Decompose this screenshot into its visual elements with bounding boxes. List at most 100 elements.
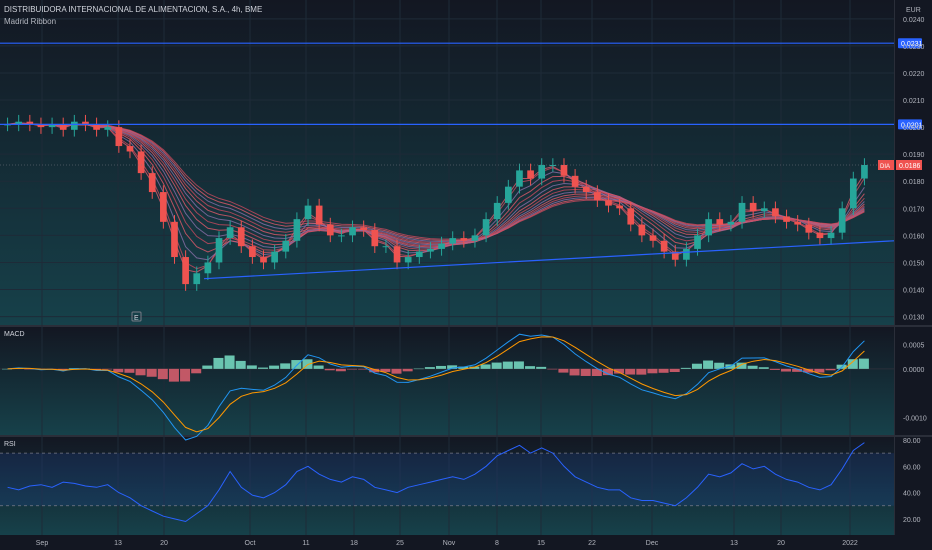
candle-body bbox=[126, 146, 134, 152]
macd-histogram-bar bbox=[747, 365, 758, 369]
macd-histogram-bar bbox=[847, 359, 858, 369]
candle-body bbox=[805, 224, 813, 233]
time-axis-label: 13 bbox=[114, 540, 122, 547]
candle-body bbox=[160, 192, 167, 222]
candle-body bbox=[438, 243, 445, 249]
candle-body bbox=[671, 251, 679, 260]
macd-histogram-bar bbox=[691, 363, 702, 369]
rsi-scale-label: 80.00 bbox=[903, 438, 921, 445]
macd-histogram-bar bbox=[124, 368, 135, 373]
candle-body bbox=[137, 151, 145, 174]
macd-histogram-bar bbox=[257, 367, 268, 369]
macd-histogram-bar bbox=[803, 368, 814, 373]
candle-body bbox=[393, 246, 401, 263]
compare-badge[interactable]: E bbox=[134, 315, 139, 322]
time-axis-label: 2022 bbox=[842, 540, 858, 547]
price-scale-label: 0.0150 bbox=[903, 260, 925, 267]
rsi-series bbox=[0, 442, 894, 523]
macd-histogram-bar bbox=[636, 368, 647, 375]
candles bbox=[4, 114, 868, 291]
horizontal-line-price-tag bbox=[898, 119, 922, 130]
price-pane[interactable] bbox=[0, 0, 894, 325]
macd-histogram-bar bbox=[580, 368, 591, 376]
candle-body bbox=[460, 238, 468, 241]
candle-body bbox=[560, 165, 568, 176]
time-axis-label: 8 bbox=[495, 540, 499, 547]
candle-body bbox=[282, 240, 290, 252]
price-scale-label: 0.0180 bbox=[903, 179, 925, 186]
candle-body bbox=[59, 124, 67, 130]
macd-histogram-bar bbox=[157, 368, 168, 380]
candle-body bbox=[48, 124, 56, 128]
price-scale-label: 0.0230 bbox=[903, 44, 925, 51]
candle-body bbox=[827, 232, 835, 239]
candle-body bbox=[249, 246, 256, 258]
candle-body bbox=[293, 219, 301, 241]
pane-divider[interactable] bbox=[0, 325, 932, 327]
macd-histogram-bar bbox=[235, 360, 246, 369]
macd-histogram-bar bbox=[302, 359, 313, 369]
macd-histogram-bar bbox=[246, 365, 257, 369]
macd-pane[interactable] bbox=[0, 327, 894, 435]
macd-scale-label: 0.0005 bbox=[903, 343, 925, 350]
macd-histogram-bar bbox=[792, 368, 803, 372]
time-axis-label: Dec bbox=[646, 540, 659, 547]
macd-title[interactable]: MACD bbox=[4, 331, 25, 338]
macd-histogram-bar bbox=[424, 367, 435, 369]
time-axis-label: 25 bbox=[396, 540, 404, 547]
indicator-legend[interactable]: Madrid Ribbon bbox=[4, 17, 56, 26]
macd-histogram-bar bbox=[547, 368, 558, 370]
candle-body bbox=[861, 165, 868, 179]
candle-body bbox=[193, 273, 201, 285]
candle-body bbox=[315, 205, 323, 225]
axis-scales: 0.0240 0.0230 0.0220 0.0210 0.0200 0.0190 0.01… bbox=[36, 17, 927, 547]
ribbon-line bbox=[7, 123, 865, 244]
candle-body bbox=[70, 121, 78, 130]
price-scale-label: 0.0190 bbox=[903, 152, 925, 159]
symbol-title[interactable]: DISTRIBUIDORA INTERNACIONAL DE ALIMENTAC… bbox=[4, 5, 262, 14]
candle-body bbox=[727, 221, 735, 225]
macd-histogram-bar bbox=[558, 368, 569, 373]
macd-histogram-bar bbox=[591, 368, 602, 377]
pane-divider[interactable] bbox=[0, 435, 932, 437]
macd-histogram-bar bbox=[213, 357, 224, 369]
candle-body bbox=[182, 257, 189, 285]
candle-body bbox=[504, 186, 512, 203]
ribbon-line bbox=[7, 123, 865, 243]
rsi-title[interactable]: RSI bbox=[4, 441, 16, 448]
macd-histogram-bar bbox=[480, 364, 491, 369]
candle-body bbox=[171, 221, 178, 258]
candle-body bbox=[683, 248, 690, 260]
rsi-scale-label: 20.00 bbox=[903, 517, 921, 524]
macd-histogram-bar bbox=[146, 368, 157, 377]
candle-body bbox=[538, 165, 546, 179]
candle-body bbox=[838, 208, 846, 233]
macd-histogram-bar bbox=[814, 368, 825, 373]
macd-histogram-bar bbox=[358, 368, 369, 370]
price-scale-border bbox=[894, 0, 895, 535]
macd-line bbox=[7, 333, 865, 441]
price-scale-label: 0.0170 bbox=[903, 206, 925, 213]
candle-body bbox=[115, 127, 123, 147]
candle-body bbox=[37, 124, 45, 128]
candle-body bbox=[627, 208, 635, 225]
time-axis-label: 20 bbox=[777, 540, 785, 547]
macd-histogram-bar bbox=[502, 361, 513, 369]
macd-histogram-bar bbox=[669, 368, 680, 373]
candle-body bbox=[237, 227, 245, 247]
macd-histogram-bar bbox=[758, 367, 769, 369]
compare-badge-box[interactable] bbox=[131, 311, 142, 322]
horizontal-line-price-tag bbox=[898, 38, 922, 49]
rsi-line bbox=[7, 442, 865, 523]
candle-body bbox=[660, 240, 668, 252]
signal-line bbox=[7, 336, 865, 433]
candle-body bbox=[571, 175, 579, 187]
macd-histogram-bar bbox=[369, 368, 380, 373]
macd-series bbox=[0, 333, 894, 441]
ribbon-line bbox=[7, 123, 865, 247]
macd-histogram-bar bbox=[680, 367, 691, 369]
time-axis-label: 13 bbox=[730, 540, 738, 547]
candle-body bbox=[738, 202, 746, 222]
